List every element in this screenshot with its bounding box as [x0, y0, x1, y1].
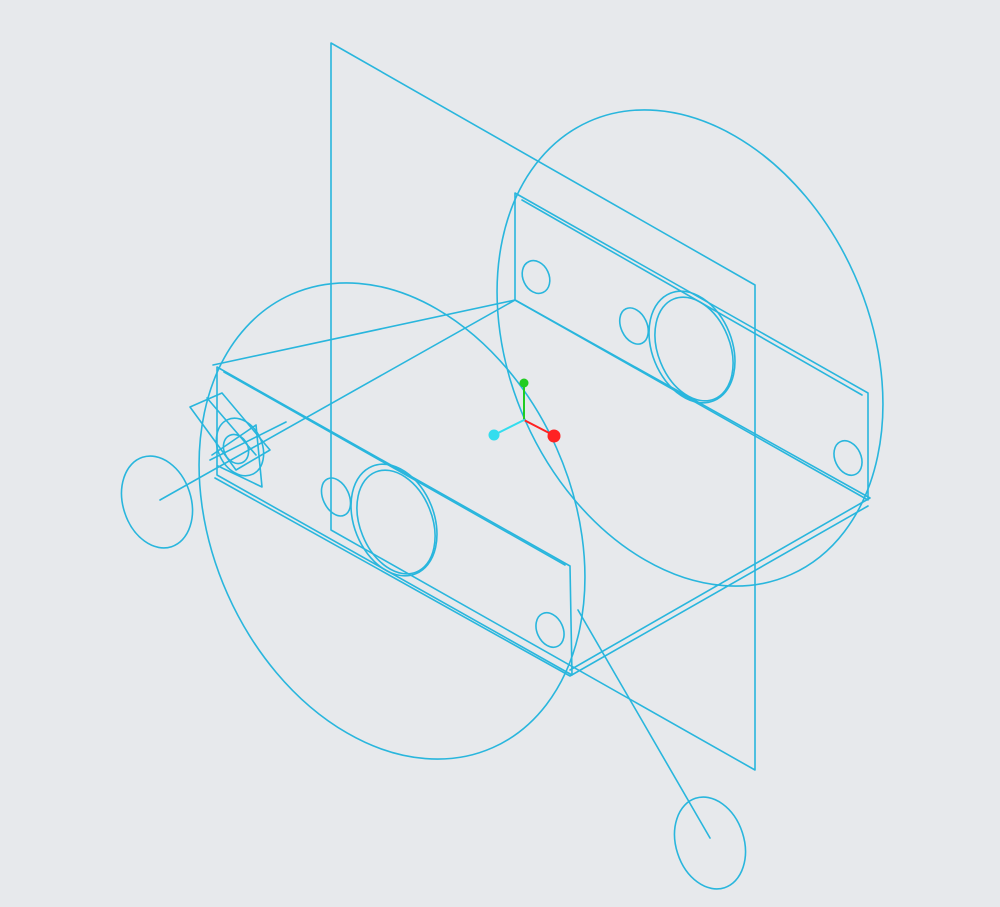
bracket-bore [648, 290, 736, 404]
bracket-hole [521, 259, 551, 295]
bracket-hole [833, 439, 863, 477]
datum-plane[interactable] [330, 42, 756, 771]
bracket-hole [535, 611, 565, 649]
end-circle-left[interactable] [110, 447, 204, 557]
bracket-bore [350, 463, 438, 577]
x-axis-line [523, 419, 554, 436]
end-circle-bottom[interactable] [663, 788, 757, 898]
front-circle[interactable] [127, 221, 658, 821]
front-bracket[interactable] [216, 366, 573, 676]
y-axis-dot [519, 378, 529, 388]
z-axis-dot [488, 429, 500, 441]
bracket-hole [320, 477, 352, 517]
x-axis-dot [547, 429, 561, 443]
bracket-bore-inner [654, 296, 734, 402]
rear-circle[interactable] [425, 48, 956, 648]
bracket-hole [618, 307, 650, 345]
hub-feature[interactable] [189, 392, 287, 488]
back-bracket[interactable] [514, 192, 869, 501]
base-plate[interactable] [212, 299, 871, 677]
bracket-bore-inner [356, 469, 436, 575]
coordinate-triad-icon [488, 378, 561, 443]
z-axis-line [495, 419, 525, 435]
